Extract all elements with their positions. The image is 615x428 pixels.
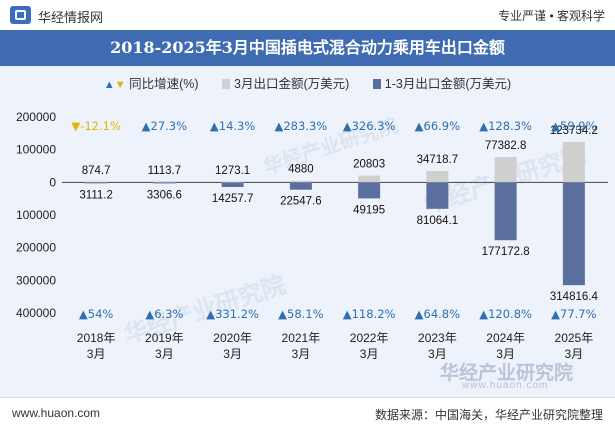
watermark-bottom: 华经产业研究院	[440, 363, 574, 384]
x-tick-label-month: 3月	[87, 347, 106, 361]
x-tick-label-month: 3月	[428, 347, 447, 361]
growth-cumulative-label: ▲118.2%	[343, 307, 396, 321]
legend-growth: ▲▼ 同比增速(%)	[104, 72, 199, 97]
data-label-cumulative: 314816.4	[550, 291, 599, 303]
bar-cumulative	[221, 182, 244, 187]
growth-march-label: ▲27.3%	[142, 119, 187, 133]
legend-march: 3月出口金额(万美元)	[222, 72, 349, 96]
data-label-march: 1273.1	[215, 165, 250, 177]
data-label-cumulative: 49195	[353, 204, 385, 216]
data-label-cumulative: 3111.2	[79, 189, 112, 201]
growth-march-label: ▲59.9%	[551, 119, 596, 133]
chart-svg: 200000 100000 0 100000 200000 300000 400000 87…	[16, 110, 608, 361]
data-label-march: 874.7	[82, 165, 111, 177]
x-tick-label-year: 2019年	[145, 331, 184, 345]
data-label-cumulative: 14257.7	[212, 193, 254, 205]
growth-march-label: ▼-12.1%	[71, 119, 121, 133]
bar-cumulative	[153, 182, 176, 184]
footer-site: www.huaon.com	[12, 406, 101, 420]
data-label-march: 4880	[288, 164, 314, 176]
brand-name: 华经情报网	[38, 10, 104, 25]
bar-march	[358, 175, 381, 183]
bar-cumulative	[85, 182, 108, 184]
top-header: 华经情报网 专业严谨 • 客观科学	[0, 0, 615, 30]
y-tick-label: 100000	[16, 143, 56, 157]
x-tick-label-year: 2021年	[282, 331, 321, 345]
growth-march-label: ▲283.3%	[275, 119, 328, 133]
data-label-cumulative: 3306.6	[147, 189, 182, 201]
bar-cumulative	[426, 182, 449, 209]
chart-bars	[85, 141, 585, 286]
x-tick-label-month: 3月	[155, 347, 174, 361]
legend-march-swatch	[222, 79, 231, 89]
footer: www.huaon.com 数据来源：中国海关，华经产业研究院整理	[0, 397, 615, 428]
x-tick-label-month: 3月	[565, 347, 584, 361]
x-tick-label-month: 3月	[360, 347, 379, 361]
footer-source: 数据来源：中国海关，华经产业研究院整理	[374, 408, 603, 422]
y-tick-label: 300000	[16, 273, 56, 287]
data-label-march: 1113.7	[148, 165, 181, 177]
y-tick-label: 0	[49, 175, 56, 189]
growth-cumulative-label: ▲64.8%	[415, 307, 460, 321]
growth-cumulative-label: ▲54%	[79, 307, 113, 321]
chart-title: 2018-2025年3月中国插电式混合动力乘用车出口金额	[0, 30, 615, 66]
bar-cumulative	[494, 182, 517, 241]
x-tick-label-year: 2018年	[77, 331, 116, 345]
x-tick-label-year: 2022年	[350, 331, 389, 345]
bar-cumulative	[562, 182, 585, 286]
triangle-up-icon: ▲	[103, 79, 115, 91]
legend-growth-label: 同比增速(%)	[129, 77, 199, 91]
data-label-march: 34718.7	[417, 154, 459, 166]
legend-cumulative: 1-3月出口金额(万美元)	[372, 72, 512, 96]
x-tick-label-year: 2025年	[555, 331, 594, 345]
y-tick-label: 200000	[16, 241, 56, 255]
bar-march	[289, 180, 312, 183]
growth-march-label: ▲66.9%	[415, 119, 460, 133]
y-tick-label: 400000	[16, 306, 56, 320]
chart-labels: 874.7 3111.2 ▼-12.1% ▲54% 2018年 3月 1113.7 3306.…	[71, 119, 598, 361]
data-label-cumulative: 81064.1	[417, 215, 459, 227]
growth-cumulative-label: ▲77.7%	[551, 307, 596, 321]
x-tick-label-month: 3月	[496, 347, 515, 361]
legend-cumulative-label: 1-3月出口金额(万美元)	[384, 77, 512, 91]
watermark-bottom-url: www.huaon.com	[462, 380, 549, 391]
legend-march-label: 3月出口金额(万美元)	[234, 77, 350, 91]
x-tick-label-month: 3月	[292, 347, 311, 361]
growth-cumulative-label: ▲6.3%	[145, 307, 183, 321]
bar-cumulative	[358, 182, 381, 199]
data-label-cumulative: 177172.8	[482, 246, 530, 258]
bar-cumulative	[289, 182, 312, 190]
data-label-cumulative: 22547.6	[280, 196, 322, 208]
growth-cumulative-label: ▲120.8%	[479, 307, 532, 321]
data-label-march: 20803	[353, 159, 385, 171]
chart-grid: 200000 100000 0 100000 200000 300000 400000	[16, 110, 608, 320]
growth-march-label: ▲128.3%	[479, 119, 532, 133]
brand-tagline: 专业严谨 • 客观科学	[498, 9, 605, 23]
growth-march-label: ▲14.3%	[210, 119, 255, 133]
y-tick-label: 100000	[16, 208, 56, 222]
brand-logo-icon	[10, 6, 31, 24]
bar-march	[562, 141, 585, 183]
y-tick-label: 200000	[16, 110, 56, 124]
data-label-march: 77382.8	[485, 140, 527, 152]
growth-cumulative-label: ▲331.2%	[206, 307, 259, 321]
x-tick-label-month: 3月	[223, 347, 242, 361]
data-label-march: 123734.2	[550, 125, 598, 137]
growth-cumulative-label: ▲58.1%	[278, 307, 323, 321]
x-tick-label-year: 2023年	[418, 331, 457, 345]
x-tick-label-year: 2024年	[486, 331, 525, 345]
legend-cumulative-swatch	[372, 79, 381, 89]
x-tick-label-year: 2020年	[213, 331, 252, 345]
bar-march	[426, 170, 449, 183]
chart-legend: ▲▼ 同比增速(%) 3月出口金额(万美元) 1-3月出口金额(万美元)	[0, 72, 615, 96]
triangle-down-icon: ▼	[114, 79, 126, 91]
growth-march-label: ▲326.3%	[343, 119, 396, 133]
bar-march	[494, 157, 517, 183]
